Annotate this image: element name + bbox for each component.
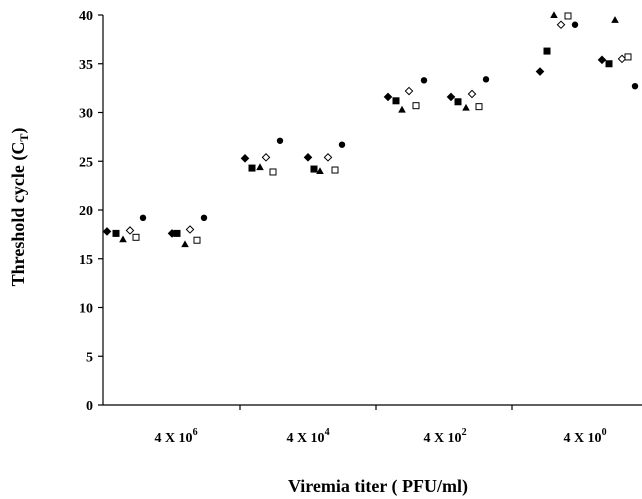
filled-circle-point xyxy=(338,141,346,148)
filled-circle-point xyxy=(571,21,579,28)
filled-square-point xyxy=(310,165,318,173)
open-square-point xyxy=(624,53,632,61)
x-tick-label: 4 X 104 xyxy=(286,427,329,446)
x-ticks: 4 X 106 4 X 104 4 X 102 4 X 100 xyxy=(154,405,607,446)
filled-square-point xyxy=(112,229,120,237)
filled-circle-point xyxy=(482,76,490,83)
open-square-point xyxy=(132,233,140,241)
filled-square-point xyxy=(248,164,256,172)
y-axis-title-close: ) xyxy=(8,128,29,134)
open-diamond-point xyxy=(404,86,414,96)
filled-triangle-point xyxy=(398,105,406,113)
filled-triangle-point xyxy=(119,235,127,243)
filled-diamond-point xyxy=(535,67,545,76)
y-axis-title: Threshold cycle (CT) xyxy=(8,128,31,287)
y-tick-label: 5 xyxy=(86,350,93,365)
y-tick-label: 30 xyxy=(79,107,93,122)
filled-square-point xyxy=(605,60,613,68)
y-axis-title-subscript: T xyxy=(17,134,31,142)
open-square-point xyxy=(412,102,420,110)
x-tick-label: 4 X 100 xyxy=(563,427,606,446)
open-square-point xyxy=(269,168,277,176)
filled-circle-point xyxy=(420,77,428,84)
chart-axes xyxy=(102,15,642,406)
y-tick-label: 15 xyxy=(79,253,93,268)
filled-diamond-point xyxy=(446,92,456,102)
open-diamond-point xyxy=(323,153,333,162)
filled-diamond-point xyxy=(383,92,393,102)
filled-circle-point xyxy=(200,214,208,221)
open-diamond-point xyxy=(185,225,195,234)
filled-square-point xyxy=(392,97,400,105)
filled-triangle-point xyxy=(181,240,189,248)
filled-square-point xyxy=(173,229,181,237)
x-tick-label: 4 X 106 xyxy=(154,427,197,446)
y-tick-label: 20 xyxy=(79,204,93,219)
open-square-point xyxy=(193,236,201,244)
filled-triangle-point xyxy=(550,11,558,19)
filled-square-point xyxy=(454,98,462,106)
filled-triangle-point xyxy=(256,163,264,171)
filled-diamond-point xyxy=(240,154,250,163)
y-ticks: 0 5 10 15 20 25 30 35 40 xyxy=(79,9,103,414)
open-square-point xyxy=(564,12,572,20)
x-tick-label: 4 X 102 xyxy=(423,427,466,446)
open-square-point xyxy=(475,103,483,111)
open-square-point xyxy=(331,166,339,174)
filled-circle-point xyxy=(631,82,639,90)
filled-diamond-point xyxy=(102,227,112,236)
filled-triangle-point xyxy=(316,167,324,175)
filled-diamond-point xyxy=(597,55,607,65)
open-diamond-point xyxy=(125,226,135,235)
filled-circle-point xyxy=(276,137,284,144)
filled-circle-point xyxy=(139,214,147,221)
data-points xyxy=(102,11,639,248)
y-tick-label: 25 xyxy=(79,155,93,170)
open-diamond-point xyxy=(617,54,627,64)
y-tick-label: 35 xyxy=(79,58,93,73)
open-diamond-point xyxy=(556,20,566,30)
filled-triangle-point xyxy=(611,16,619,23)
filled-triangle-point xyxy=(462,103,470,111)
filled-square-point xyxy=(543,47,551,55)
filled-diamond-point xyxy=(303,153,313,162)
open-diamond-point xyxy=(467,89,477,99)
x-axis-title: Viremia titer ( PFU/ml) xyxy=(288,476,468,497)
y-axis-title-main: Threshold cycle (C xyxy=(8,142,29,287)
y-tick-label: 10 xyxy=(79,302,93,317)
open-diamond-point xyxy=(261,153,271,162)
y-tick-label: 0 xyxy=(86,399,93,414)
y-tick-label: 40 xyxy=(79,9,93,24)
